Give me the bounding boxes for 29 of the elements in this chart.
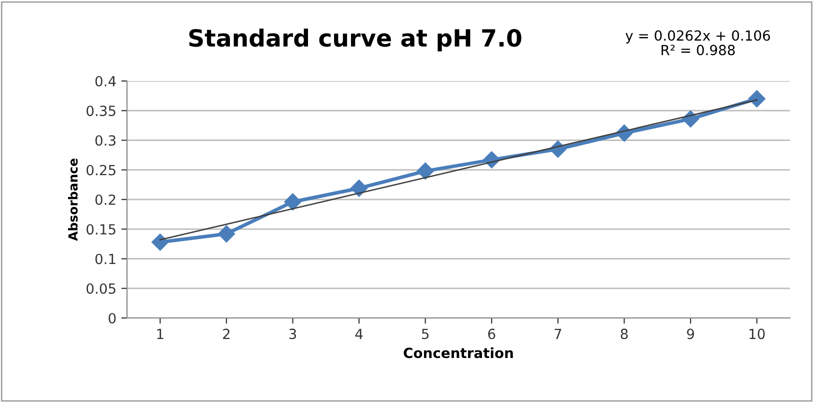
y-tick-label: 0.1 [95,254,116,264]
x-tick-label: 3 [289,328,296,340]
x-tick-label: 1 [157,328,164,339]
x-tick-label: 7 [554,328,562,339]
x-tick-label: 6 [488,328,496,340]
x-tick-label: 10 [750,328,765,340]
y-tick-label: 0.25 [86,164,116,176]
point [218,225,235,242]
y-tick-label: 0.35 [86,106,116,116]
y-tick-label: 0.05 [86,283,116,294]
chart-title: Standard curve at pH 7.0 [189,28,522,52]
y-axis-title: Absorbance [68,158,78,241]
y-tick-label: 0.2 [95,194,116,205]
x-tick-label: 8 [620,328,628,340]
x-tick-label: 4 [355,328,363,339]
x-axis-title: Concentration [404,347,513,358]
point [152,234,169,251]
point [748,90,766,108]
y-tick-label: 0.3 [95,135,116,146]
point [284,193,302,210]
y-tick-label: 0.15 [86,224,116,235]
x-tick-label: 5 [422,328,429,340]
y-tick-label: 0 [108,312,116,324]
x-tick-label: 9 [687,328,694,340]
x-tick-label: 2 [223,328,230,339]
point [350,180,368,197]
point [416,162,434,180]
text: y = 0.0262x + 0.106 R² = 0.988 [626,30,770,56]
y-tick-label: 0.4 [95,76,116,86]
